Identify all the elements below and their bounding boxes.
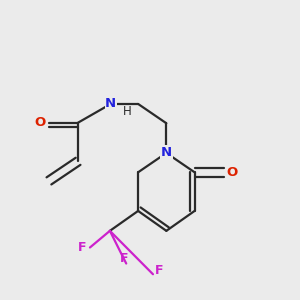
Text: N: N xyxy=(161,146,172,159)
Text: O: O xyxy=(226,166,238,179)
Text: F: F xyxy=(77,241,86,254)
Text: H: H xyxy=(123,105,131,118)
Text: F: F xyxy=(155,264,164,277)
Text: O: O xyxy=(34,116,46,129)
Text: N: N xyxy=(105,97,116,110)
Text: F: F xyxy=(120,252,128,265)
